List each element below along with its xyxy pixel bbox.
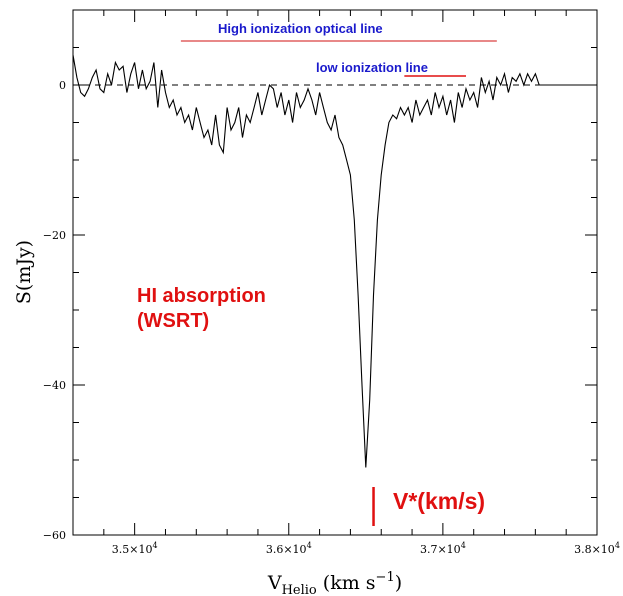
x-axis-title-sup: −1 — [376, 570, 395, 585]
low-ionization-label: low ionization line — [316, 60, 428, 75]
x-tick-exponent: 4 — [307, 541, 312, 550]
x-axis-ticks: 3.5×104 3.6×104 3.7×104 3.8×104 — [72, 10, 620, 556]
x-tick-mantissa: 3.7×10 — [420, 543, 461, 556]
x-tick-label: 3.6×104 — [266, 541, 312, 556]
x-axis-title-sub: Helio — [282, 583, 317, 596]
x-tick-mantissa: 3.5×10 — [112, 543, 153, 556]
x-axis-title-close: ) — [395, 572, 402, 594]
x-tick-label: 3.5×104 — [112, 541, 158, 556]
y-tick-label: −40 — [43, 379, 66, 392]
x-tick-label: 3.8×104 — [574, 541, 620, 556]
x-tick-mantissa: 3.8×10 — [574, 543, 615, 556]
y-axis-ticks: 0 −20 −40 −60 — [43, 9, 597, 542]
y-axis-title: S(mJy) — [13, 240, 35, 304]
y-tick-label: 0 — [59, 79, 66, 92]
plot-frame — [72, 9, 598, 536]
spectrum-line — [72, 54, 597, 468]
x-tick-mantissa: 3.6×10 — [266, 543, 307, 556]
wsrt-label: (WSRT) — [137, 310, 209, 332]
x-axis-title-units: (km s — [317, 572, 376, 594]
vstar-label: V*(km/s) — [393, 488, 485, 514]
x-tick-exponent: 4 — [615, 541, 620, 550]
x-axis-title: VHelio (km s−1) — [267, 570, 402, 596]
y-tick-label: −20 — [43, 229, 66, 242]
x-axis-title-v: V — [267, 572, 282, 594]
hi-absorption-label: HI absorption — [137, 285, 266, 307]
high-ionization-label: High ionization optical line — [218, 21, 383, 36]
x-tick-exponent: 4 — [152, 541, 157, 550]
y-tick-label: −60 — [43, 529, 66, 542]
x-tick-label: 3.7×104 — [420, 541, 466, 556]
x-tick-exponent: 4 — [461, 541, 466, 550]
